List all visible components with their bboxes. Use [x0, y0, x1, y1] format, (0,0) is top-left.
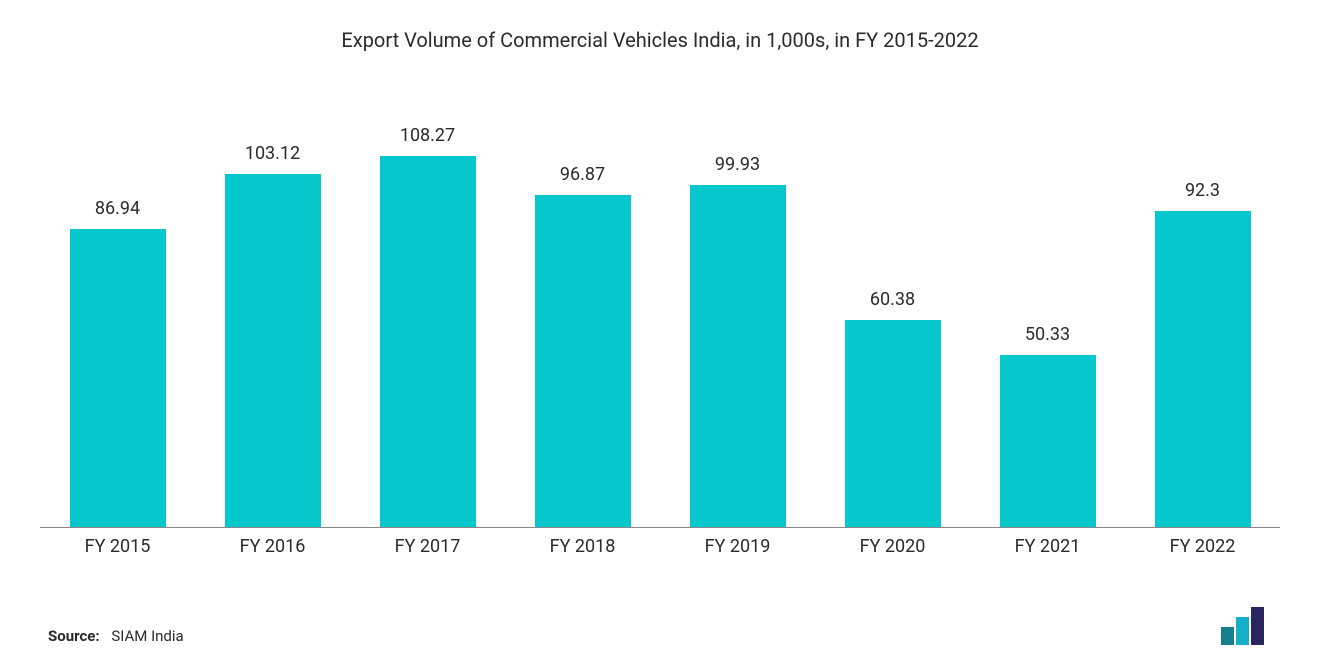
bar-value-label: 92.3 — [1185, 180, 1220, 201]
bar — [70, 229, 166, 527]
chart-title: Export Volume of Commercial Vehicles Ind… — [40, 28, 1280, 52]
bar — [1000, 355, 1096, 527]
chart-container: Export Volume of Commercial Vehicles Ind… — [0, 0, 1320, 665]
bar-value-label: 108.27 — [400, 125, 455, 146]
bar-value-label: 60.38 — [870, 289, 915, 310]
bar-group: 103.12 — [195, 82, 350, 527]
bar — [225, 174, 321, 527]
bar-value-label: 86.94 — [95, 198, 140, 219]
x-axis-label: FY 2020 — [815, 536, 970, 557]
plot-area: 86.94 103.12 108.27 96.87 99.93 60.38 50.33 92.… — [40, 82, 1280, 528]
source-citation: Source: SIAM India — [48, 627, 184, 645]
brand-logo-icon — [1218, 607, 1272, 645]
x-axis-labels: FY 2015FY 2016FY 2017FY 2018FY 2019FY 20… — [40, 536, 1280, 557]
bar-group: 108.27 — [350, 82, 505, 527]
x-axis-label: FY 2022 — [1125, 536, 1280, 557]
x-axis-label: FY 2018 — [505, 536, 660, 557]
source-value: SIAM India — [111, 627, 183, 645]
x-axis-label: FY 2019 — [660, 536, 815, 557]
chart-footer: Source: SIAM India — [40, 607, 1280, 645]
bar-group: 92.3 — [1125, 82, 1280, 527]
bar-group: 86.94 — [40, 82, 195, 527]
bar — [845, 320, 941, 527]
bar-group: 60.38 — [815, 82, 970, 527]
source-label: Source: — [48, 627, 100, 645]
bar — [535, 195, 631, 527]
bar-value-label: 50.33 — [1025, 324, 1070, 345]
x-axis-label: FY 2017 — [350, 536, 505, 557]
bar-value-label: 96.87 — [560, 164, 605, 185]
bar-group: 99.93 — [660, 82, 815, 527]
bar — [1155, 211, 1251, 527]
bar-value-label: 99.93 — [715, 154, 760, 175]
bar-group: 96.87 — [505, 82, 660, 527]
bar — [690, 185, 786, 527]
bar-value-label: 103.12 — [245, 143, 300, 164]
x-axis-label: FY 2016 — [195, 536, 350, 557]
x-axis-label: FY 2015 — [40, 536, 195, 557]
bar-group: 50.33 — [970, 82, 1125, 527]
x-axis-label: FY 2021 — [970, 536, 1125, 557]
bar — [380, 156, 476, 527]
